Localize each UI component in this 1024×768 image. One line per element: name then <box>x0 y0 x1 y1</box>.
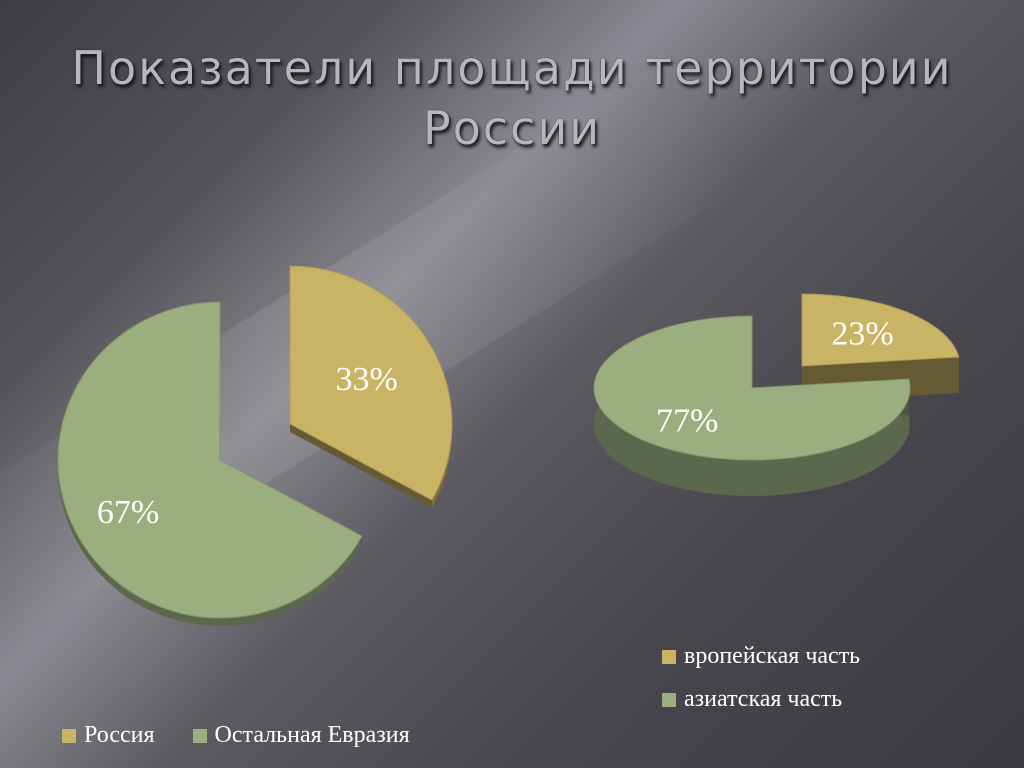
legend-item-rest-eurasia: Остальная Евразия <box>192 722 410 749</box>
pie-slice-1-1 <box>289 265 453 501</box>
legend-left: Россия Остальная Евразия <box>62 722 448 749</box>
legend-swatch-rest-eurasia <box>192 728 207 743</box>
legend-item-european-part: вропейская часть <box>662 643 860 670</box>
data-label-1-2: 67% <box>97 494 159 531</box>
legend-label-european-part: вропейская часть <box>684 643 861 669</box>
legend-item-russia: Россия <box>62 722 155 749</box>
legend-swatch-russia <box>62 728 76 743</box>
data-label-2-2: 77% <box>656 403 718 440</box>
data-label-2-1: 23% <box>831 316 893 353</box>
legend-swatch-asian-part <box>662 692 676 707</box>
legend-swatch-european-part <box>662 649 676 664</box>
legend-label-rest-eurasia: Остальная Евразия <box>214 722 410 748</box>
pie-cut-1-1-2 <box>290 424 432 509</box>
data-label-1-1: 33% <box>336 361 398 398</box>
pie-slice-2-2 <box>593 315 911 461</box>
pie-chart-1: 33% 67% <box>57 265 453 626</box>
slide-title: Показатели площади территории России <box>71 41 953 155</box>
legend-label-asian-part: азиатская часть <box>684 686 843 712</box>
pie-slice-2-1 <box>801 293 960 367</box>
pie-chart-2: 23% 77% <box>593 293 960 496</box>
legend-item-asian-part: азиатская часть <box>662 686 842 713</box>
pie-slice-1-2 <box>57 301 363 619</box>
legend-label-russia: Россия <box>84 722 155 748</box>
